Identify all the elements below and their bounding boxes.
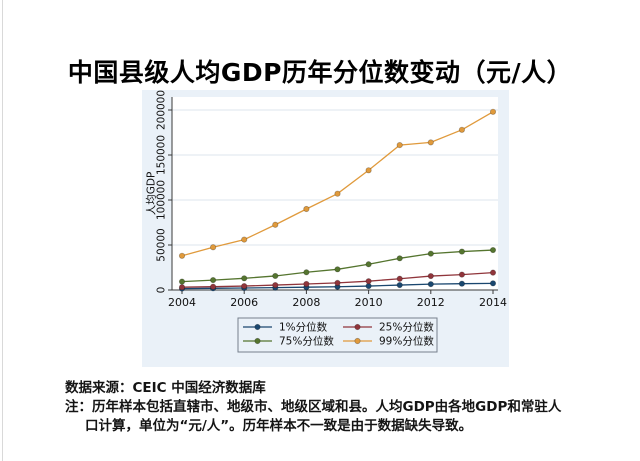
svg-text:200000: 200000 bbox=[156, 90, 168, 130]
svg-text:0: 0 bbox=[156, 287, 168, 294]
page-left-border bbox=[2, 0, 3, 461]
svg-text:25%分位数: 25%分位数 bbox=[379, 321, 434, 334]
x-axis: 2004 2006 2008 2010 2012 2014 bbox=[168, 289, 507, 309]
series-line-2 bbox=[178, 246, 497, 285]
svg-text:2008: 2008 bbox=[292, 296, 320, 309]
svg-text:75%分位数: 75%分位数 bbox=[279, 335, 334, 348]
svg-text:2010: 2010 bbox=[355, 296, 383, 309]
legend-item-1: 25%分位数 bbox=[343, 321, 434, 334]
note-line-2: 口计算，单位为“元/人”。历年样本不一致是由于数据缺失导致。 bbox=[85, 418, 473, 434]
svg-text:50000: 50000 bbox=[156, 228, 168, 261]
series-line-1 bbox=[178, 269, 497, 291]
svg-text:2006: 2006 bbox=[230, 296, 258, 309]
page-title: 中国县级人均GDP历年分位数变动（元/人） bbox=[67, 57, 573, 87]
svg-text:2012: 2012 bbox=[417, 296, 445, 309]
svg-text:2014: 2014 bbox=[479, 296, 507, 309]
legend-item-2: 75%分位数 bbox=[243, 335, 334, 348]
svg-text:2004: 2004 bbox=[168, 296, 196, 309]
gridlines bbox=[172, 109, 498, 246]
series-line-3 bbox=[178, 108, 497, 259]
svg-text:99%分位数: 99%分位数 bbox=[379, 335, 434, 348]
legend-box: 1%分位数 25%分位数 75%分位数 99%分位数 bbox=[237, 317, 438, 353]
legend-item-0: 1%分位数 bbox=[243, 321, 328, 334]
legend-item-3: 99%分位数 bbox=[343, 335, 434, 348]
gdp-percentile-chart: 0 50000 100000 150000 200000 人均GDP 2004 2006 200… bbox=[142, 90, 509, 367]
svg-text:150000: 150000 bbox=[156, 135, 168, 175]
y-axis: 0 50000 100000 150000 200000 bbox=[156, 90, 173, 294]
data-source-line: 数据来源：CEIC 中国经济数据库 bbox=[65, 380, 266, 396]
svg-text:100000: 100000 bbox=[156, 180, 168, 220]
note-line-1: 注：历年样本包括直辖市、地级市、地级区域和县。人均GDP由各地GDP和常驻人 bbox=[65, 399, 562, 415]
svg-text:1%分位数: 1%分位数 bbox=[279, 321, 328, 334]
y-axis-title: 人均GDP bbox=[146, 172, 158, 216]
footnotes: 数据来源：CEIC 中国经济数据库 注：历年样本包括直辖市、地级市、地级区域和县… bbox=[65, 379, 620, 436]
